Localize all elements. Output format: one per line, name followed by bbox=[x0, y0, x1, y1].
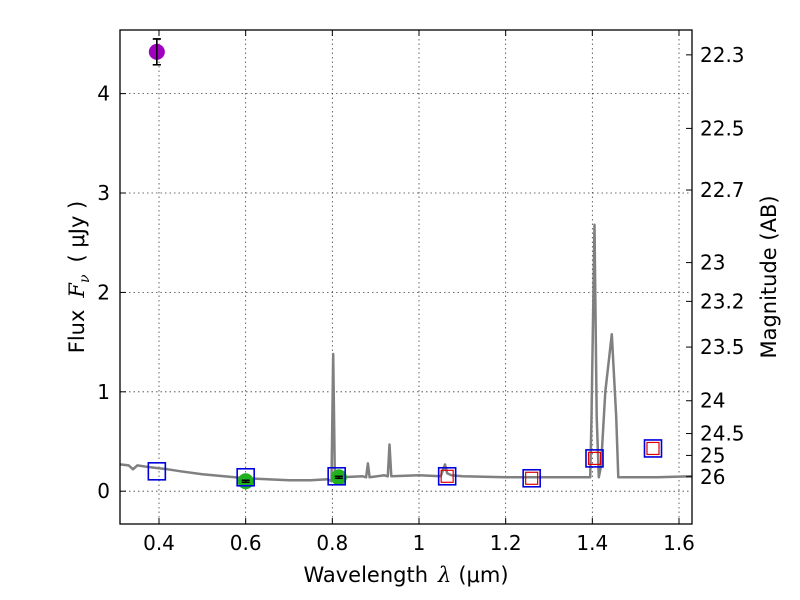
x-tick-label: 1.4 bbox=[576, 531, 608, 555]
magnitude-tick-label: 26 bbox=[700, 465, 725, 489]
magnitude-tick-label: 24 bbox=[700, 389, 725, 413]
model-band-flux-inner-square bbox=[587, 451, 602, 465]
x-axis-title: Wavelength λ (μm) bbox=[303, 563, 508, 587]
model-band-flux-square bbox=[585, 449, 604, 468]
model-band-flux-inner-square bbox=[440, 469, 454, 483]
y-tick-label: 2 bbox=[97, 280, 110, 304]
x-axis-title-prefix: Wavelength bbox=[303, 563, 428, 587]
magnitude-tick-label: 23.2 bbox=[700, 289, 745, 313]
magnitude-tick-label: 23 bbox=[700, 251, 725, 275]
y-tick-label: 1 bbox=[97, 380, 110, 404]
x-tick-label: 0.8 bbox=[316, 531, 348, 555]
y-axis-title: Flux Fν ( μJy ) bbox=[65, 201, 93, 353]
y-axis-unit: ( μJy ) bbox=[65, 201, 89, 263]
model-band-flux-square bbox=[437, 466, 457, 486]
model-band-flux-square bbox=[236, 467, 255, 487]
magnitude-tick-label: 22.3 bbox=[700, 43, 745, 67]
magnitude-tick-label: 24.5 bbox=[700, 422, 745, 446]
y-axis-title-prefix: Flux bbox=[65, 310, 89, 354]
y-tick-label: 0 bbox=[97, 479, 110, 503]
model-spectrum-line bbox=[119, 223, 693, 483]
magnitude-tick-label: 22.7 bbox=[700, 178, 745, 202]
model-band-flux-square bbox=[327, 466, 346, 486]
model-band-flux-inner-square bbox=[646, 441, 660, 456]
x-tick-label: 0.4 bbox=[143, 531, 175, 555]
plot-frame bbox=[119, 29, 693, 525]
y-tick-label: 3 bbox=[97, 181, 110, 205]
magnitude-tick-label: 25 bbox=[700, 443, 725, 467]
x-tick-label: 1 bbox=[413, 531, 426, 555]
y-axis-symbol: F bbox=[65, 282, 89, 299]
photometry-points bbox=[147, 38, 663, 490]
model-band-flux-square bbox=[643, 439, 663, 458]
x-tick-label: 1.2 bbox=[490, 531, 522, 555]
y-axis-ticks: 0 1 2 3 4 bbox=[97, 82, 126, 503]
model-spectrum bbox=[119, 223, 693, 483]
magnitude-tick-label: 23.5 bbox=[700, 335, 745, 359]
magnitude-axis-title: Magnitude (AB) bbox=[757, 195, 781, 358]
x-tick-label: 1.6 bbox=[663, 531, 695, 555]
model-band-flux-square bbox=[147, 462, 167, 481]
x-tick-label: 0.6 bbox=[230, 531, 262, 555]
x-axis-symbol: λ bbox=[437, 563, 451, 587]
x-axis-ticks: 0.4 0.6 0.8 1 1.2 1.4 1.6 bbox=[143, 30, 695, 555]
magnitude-tick-label: 22.5 bbox=[700, 116, 745, 140]
y-tick-label: 4 bbox=[97, 82, 110, 106]
grid bbox=[120, 30, 692, 524]
x-axis-unit: (μm) bbox=[458, 563, 508, 587]
model-band-flux-inner-square bbox=[525, 471, 539, 485]
model-band-flux-square bbox=[522, 468, 541, 488]
y-axis-subscript: ν bbox=[77, 274, 93, 283]
